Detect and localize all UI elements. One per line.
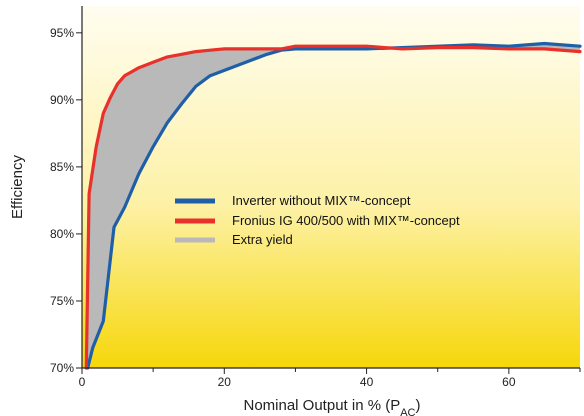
x-tick-label: 60	[502, 375, 516, 389]
x-axis-title-main: Nominal Output in % (P	[243, 397, 400, 414]
legend-label-inverter: Inverter without MIX™-concept	[232, 193, 411, 208]
x-tick-label: 40	[360, 375, 374, 389]
y-tick-label: 75%	[50, 294, 74, 308]
x-tick-label: 20	[218, 375, 232, 389]
y-tick-label: 95%	[50, 26, 74, 40]
y-tick-label: 85%	[50, 160, 74, 174]
extra-yield-area	[86, 43, 581, 368]
legend-label-extra-yield: Extra yield	[232, 232, 293, 247]
x-tick-label: 0	[79, 375, 86, 389]
series-line-fronius	[84, 44, 582, 370]
x-axis-title: Nominal Output in % (PAC)	[243, 397, 420, 416]
y-tick-label: 90%	[50, 93, 74, 107]
x-axis-title-sub: AC	[400, 407, 415, 416]
y-tick-label: 80%	[50, 227, 74, 241]
legend: Inverter without MIX™-concept Fronius IG…	[175, 193, 460, 247]
y-axis-title: Efficiency	[9, 155, 26, 219]
legend-label-fronius: Fronius IG 400/500 with MIX™-concept	[232, 213, 460, 228]
x-axis-title-end: )	[416, 397, 421, 414]
y-tick-label: 70%	[50, 361, 74, 375]
